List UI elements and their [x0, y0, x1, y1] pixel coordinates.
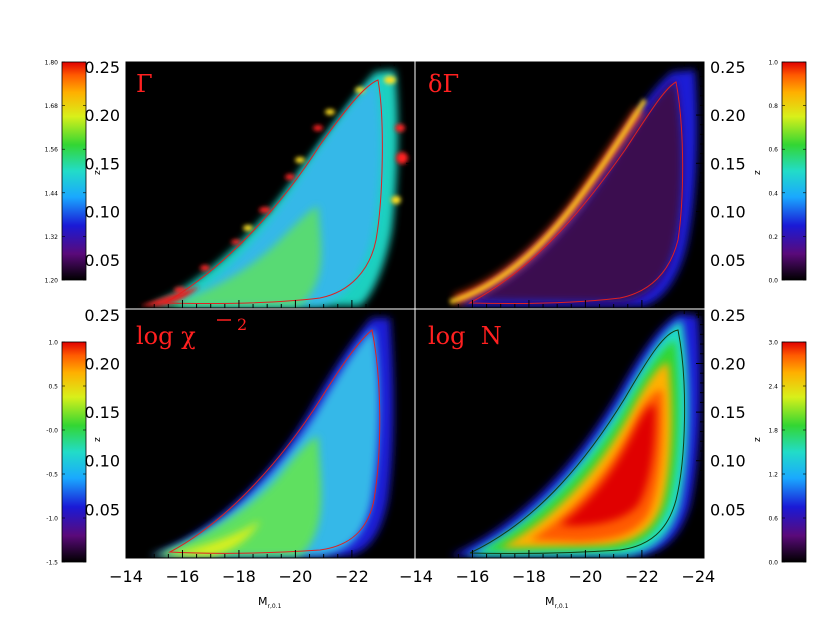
panel-logn-heatmap: [450, 314, 701, 556]
colorbar-tick-label: 1.56: [45, 147, 59, 154]
panel-frame: [415, 61, 705, 309]
colorbar-tick-label: 1.32: [45, 234, 59, 241]
colorbar-gamma: z: [61, 61, 103, 281]
colorbar-tick-label: 0.2: [768, 234, 778, 241]
panel-chi2-heatmap: [150, 318, 394, 556]
y-tick-label: 0.15: [84, 403, 120, 422]
y-tick-label: 0.20: [710, 354, 746, 373]
x-tick-label: −16: [456, 567, 490, 586]
x-tick-label: −16: [166, 567, 200, 586]
x-tick-label: −18: [512, 567, 546, 586]
panel-chi2-label-sup: 2: [237, 315, 247, 334]
colorbar-tick-label: 2.4: [768, 384, 778, 391]
colorbar-tick-label: -1.0: [46, 516, 58, 523]
colorbar-dgamma: z: [753, 61, 807, 281]
panel-dgamma-heatmap: [449, 70, 698, 306]
colorbar-logn-ylabel: z: [753, 437, 763, 442]
colorbar-dgamma-ylabel: z: [753, 170, 763, 175]
colorbar-tick-label: 0.0: [768, 560, 778, 567]
colorbar-tick-label: -1.5: [46, 560, 58, 567]
colorbar-tick-label: 0.6: [768, 516, 778, 523]
y-tick-label: 0.05: [84, 251, 120, 270]
colorbar-chi2: z: [61, 341, 103, 563]
colorbar-tick-label: 1.44: [45, 190, 59, 197]
x-axis-title-left: Mr,0.1: [258, 595, 282, 610]
panel-gamma-label: Γ: [136, 70, 153, 98]
colorbar-tick-label: 0.5: [48, 384, 58, 391]
panel-frame: [125, 61, 415, 309]
x-tick-label: −14: [399, 567, 433, 586]
y-tick-label: 0.25: [710, 306, 746, 325]
colorbar-tick-label: 1.8: [768, 428, 778, 435]
panel-gamma-heatmap: [140, 70, 408, 306]
y-tick-label: 0.10: [84, 452, 120, 471]
y-tick-label: 0.05: [710, 251, 746, 270]
y-tick-label: 0.25: [710, 58, 746, 77]
x-axis-title-right: Mr,0.1: [545, 595, 569, 610]
y-tick-label: 0.10: [710, 203, 746, 222]
colorbar-chi2-ylabel: z: [93, 437, 103, 442]
y-tick-label: 0.15: [710, 403, 746, 422]
y-tick-label: 0.05: [710, 500, 746, 519]
colorbar-tick-label: 0.8: [768, 103, 778, 110]
panel-logn-label: log N: [428, 322, 502, 350]
y-tick-label: 0.20: [84, 354, 120, 373]
colorbar-gamma-ylabel: z: [93, 170, 103, 175]
y-tick-label: 0.10: [710, 452, 746, 471]
colorbar-tick-label: 0.0: [768, 278, 778, 285]
panel-frame: [415, 309, 705, 559]
colorbar-tick-label: 0.4: [768, 190, 778, 197]
x-tick-label: −24: [681, 567, 715, 586]
x-tick-label: −22: [625, 567, 659, 586]
colorbar-tick-label: -0.0: [46, 428, 58, 435]
colorbar-tick-label: 0.6: [768, 147, 778, 154]
colorbar-tick-label: 3.0: [768, 340, 778, 347]
colorbar-tick-label: 1.0: [48, 340, 58, 347]
x-tick-label: −20: [279, 567, 313, 586]
colorbar-tick-label: 1.0: [768, 60, 778, 67]
colorbar-tick-label: -0.5: [46, 472, 58, 479]
colorbar-logn: z: [753, 341, 807, 563]
panel-chi2-label: log χ: [136, 322, 196, 350]
x-tick-label: −20: [569, 567, 603, 586]
x-tick-label: −18: [222, 567, 256, 586]
y-tick-label: 0.15: [84, 154, 120, 173]
colorbar-tick-label: 1.2: [768, 472, 778, 479]
y-tick-label: 0.10: [84, 203, 120, 222]
colorbar-tick-label: 1.20: [45, 278, 59, 285]
y-tick-label: 0.20: [84, 106, 120, 125]
colorbar-tick-label: 1.68: [45, 103, 59, 110]
y-tick-label: 0.25: [84, 58, 120, 77]
colorbar-tick-label: 1.80: [45, 60, 59, 67]
panel-frame: [125, 309, 415, 559]
y-tick-label: 0.25: [84, 306, 120, 325]
y-tick-label: 0.20: [710, 106, 746, 125]
x-tick-label: −22: [335, 567, 369, 586]
y-tick-label: 0.05: [84, 500, 120, 519]
x-tick-label: −14: [109, 567, 143, 586]
y-tick-label: 0.15: [710, 154, 746, 173]
panel-dgamma-label: δΓ: [428, 70, 459, 98]
